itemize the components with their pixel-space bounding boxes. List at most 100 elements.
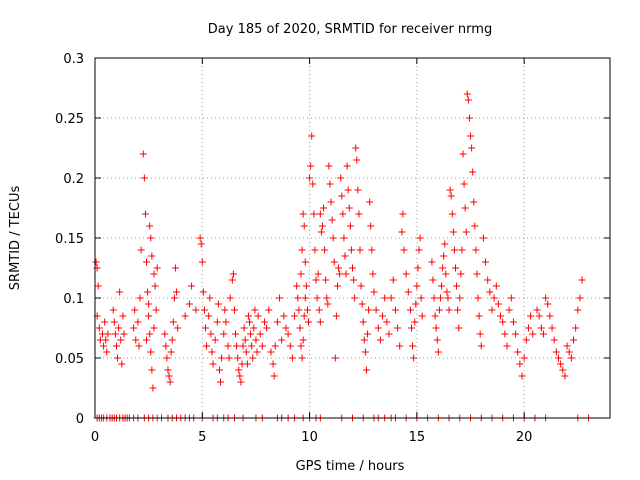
data-point <box>135 342 143 350</box>
data-point <box>237 378 245 386</box>
data-point <box>482 258 490 266</box>
data-point <box>399 210 407 218</box>
data-point <box>301 294 309 302</box>
data-point <box>261 318 269 326</box>
data-point <box>173 288 181 296</box>
data-point <box>248 342 256 350</box>
data-point <box>110 318 118 326</box>
data-point <box>145 312 153 320</box>
data-point <box>149 384 157 392</box>
data-point <box>512 330 520 338</box>
data-point <box>557 360 565 368</box>
data-point <box>473 270 481 278</box>
data-point <box>230 306 238 314</box>
data-point <box>263 324 271 332</box>
data-point <box>181 312 189 320</box>
data-point <box>436 294 444 302</box>
data-point <box>199 288 207 296</box>
data-point <box>527 312 535 320</box>
data-point <box>458 246 466 254</box>
data-point <box>265 306 273 314</box>
y-tick-label: 0 <box>76 412 84 427</box>
data-point <box>229 270 237 278</box>
data-point <box>197 240 205 248</box>
data-point <box>503 342 511 350</box>
data-point <box>555 354 562 362</box>
data-point <box>441 240 449 248</box>
data-point <box>509 318 517 326</box>
data-point <box>559 366 567 374</box>
data-point <box>145 300 153 308</box>
data-point <box>188 282 196 290</box>
data-point <box>271 342 279 350</box>
data-point <box>416 234 424 242</box>
data-point <box>92 258 100 266</box>
data-point <box>376 336 384 344</box>
data-point <box>143 336 150 344</box>
data-point <box>442 270 450 278</box>
data-point <box>228 276 236 284</box>
data-point <box>104 330 112 338</box>
data-point <box>308 132 316 140</box>
data-point <box>192 306 200 314</box>
data-point <box>258 342 266 350</box>
data-point <box>269 360 277 368</box>
data-point <box>119 312 127 320</box>
data-point <box>486 288 494 296</box>
data-point <box>356 246 364 254</box>
data-point <box>477 342 485 350</box>
data-point <box>233 342 241 350</box>
data-point <box>463 90 471 98</box>
data-point <box>516 360 524 368</box>
data-point <box>385 330 393 338</box>
data-point <box>130 324 138 332</box>
data-point <box>200 306 208 314</box>
y-tick-label: 0.1 <box>63 292 84 307</box>
data-point <box>408 324 416 332</box>
x-tick-label: 5 <box>198 430 206 445</box>
data-point <box>118 360 126 368</box>
data-point <box>109 306 117 314</box>
data-point <box>548 324 556 332</box>
data-point <box>286 342 294 350</box>
data-point <box>117 336 125 344</box>
data-point <box>492 282 500 290</box>
data-point <box>409 342 417 350</box>
data-point <box>337 174 345 182</box>
data-point <box>328 216 336 224</box>
data-point <box>497 312 505 320</box>
data-point <box>438 282 446 290</box>
data-point <box>499 318 507 326</box>
data-point <box>447 192 455 200</box>
data-point <box>413 282 421 290</box>
data-point <box>529 330 537 338</box>
y-tick-labels: 0 0.05 0.1 0.15 0.2 0.25 0.3 <box>55 52 84 427</box>
data-point <box>344 186 352 194</box>
data-point <box>209 360 217 368</box>
data-point <box>120 330 128 338</box>
data-point <box>232 330 240 338</box>
data-point <box>162 342 170 350</box>
data-point <box>364 330 372 338</box>
data-point <box>100 342 108 350</box>
data-point <box>213 318 221 326</box>
data-point <box>324 300 332 308</box>
data-point <box>310 210 318 218</box>
data-point <box>431 312 439 320</box>
data-point <box>361 348 369 356</box>
data-point <box>365 306 373 314</box>
data-point <box>567 354 575 362</box>
y-tick-label: 0.05 <box>55 352 84 367</box>
data-point <box>342 270 350 278</box>
data-point <box>362 366 370 374</box>
data-point <box>296 324 304 332</box>
data-point <box>561 372 569 380</box>
data-point <box>153 264 161 272</box>
data-point <box>305 318 313 326</box>
data-point <box>214 300 222 308</box>
data-point <box>101 318 109 326</box>
data-point <box>164 366 172 374</box>
data-point <box>563 342 571 350</box>
data-point <box>448 210 456 218</box>
